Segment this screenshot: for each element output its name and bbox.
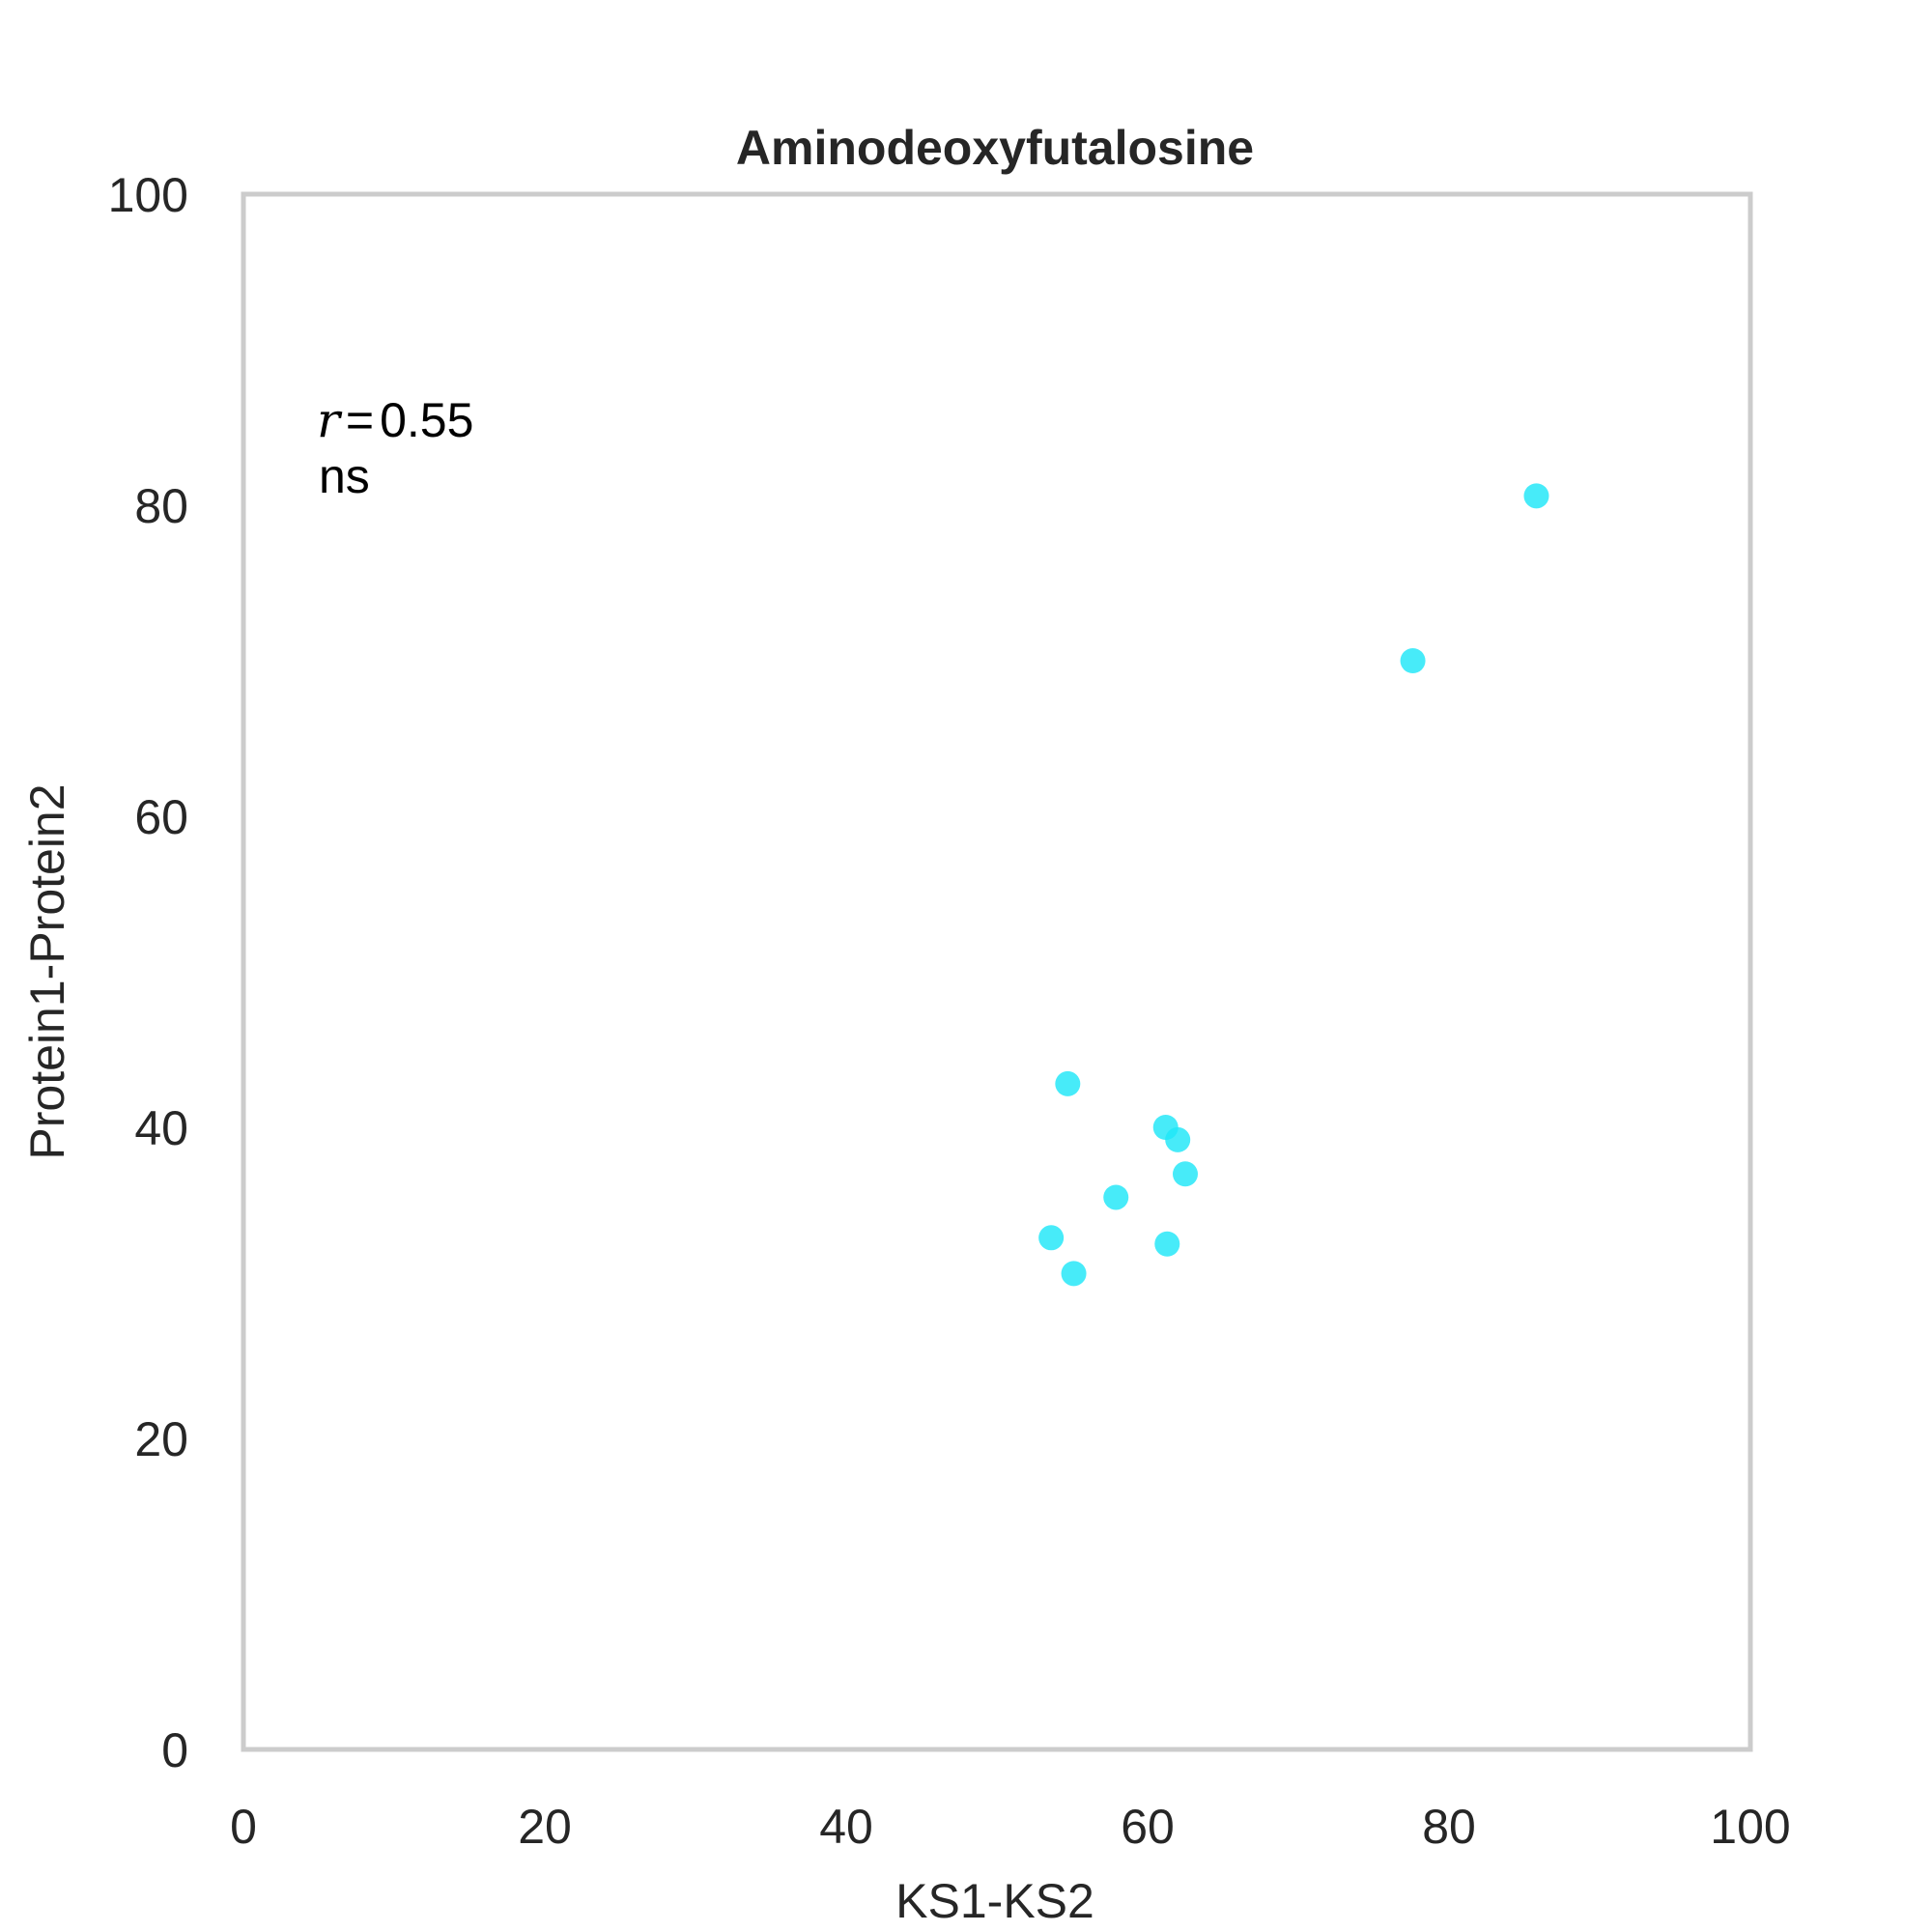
x-tick-label: 0 (230, 1800, 257, 1854)
data-point (1055, 1070, 1081, 1096)
data-point (1038, 1225, 1065, 1251)
y-tick-label: 60 (134, 790, 188, 844)
y-tick-label: 0 (161, 1723, 188, 1777)
chart-title: Aminodeoxyfutalosine (736, 121, 1254, 175)
data-point (1173, 1161, 1198, 1187)
data-point (1165, 1126, 1191, 1152)
data-point (1061, 1261, 1087, 1287)
plot-frame (241, 191, 1753, 1752)
data-point (1400, 648, 1426, 673)
significance-label: ns (319, 449, 370, 503)
x-tick-label: 60 (1121, 1800, 1175, 1854)
y-tick-label: 80 (134, 479, 188, 533)
y-tick-label: 100 (108, 168, 188, 222)
y-tick-labels: 0 20 40 60 80 100 (108, 168, 188, 1777)
y-axis-label: Protein1-Protein2 (20, 783, 74, 1159)
y-tick-label: 20 (134, 1412, 188, 1466)
x-tick-label: 100 (1710, 1800, 1790, 1854)
x-tick-label: 80 (1422, 1800, 1476, 1854)
data-point (1103, 1184, 1129, 1210)
data-points (1038, 483, 1549, 1287)
correlation-stat: r = 0.55 (317, 392, 473, 448)
correlation-annotation: r = 0.55 ns (317, 392, 473, 503)
y-tick-label: 40 (134, 1101, 188, 1155)
x-tick-labels: 0 20 40 60 80 100 (230, 1800, 1791, 1854)
x-tick-label: 20 (518, 1800, 572, 1854)
stat-value: 0.55 (380, 393, 473, 447)
data-point (1523, 483, 1549, 509)
stat-equals: = (346, 393, 374, 447)
x-tick-label: 40 (819, 1800, 873, 1854)
data-point (1154, 1231, 1180, 1257)
stat-symbol: r (317, 392, 343, 448)
x-axis-label: KS1-KS2 (895, 1874, 1094, 1928)
